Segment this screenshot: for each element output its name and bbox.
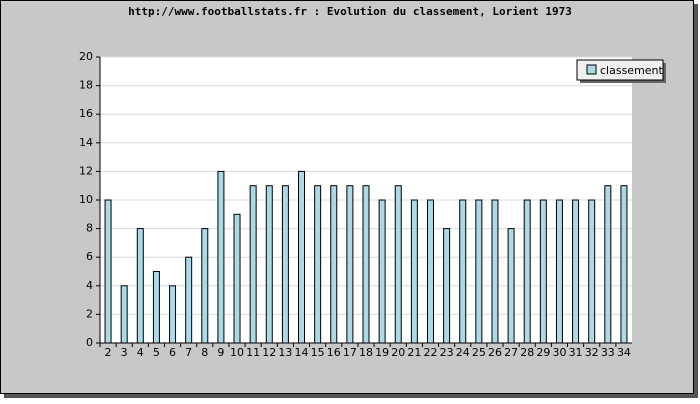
y-tick-label: 4	[86, 279, 93, 292]
y-tick-label: 2	[86, 307, 93, 320]
bar	[443, 228, 451, 344]
bar	[136, 228, 144, 344]
x-tick-label: 30	[552, 346, 566, 359]
x-tick-label: 9	[217, 346, 224, 359]
x-tick-label: 17	[343, 346, 357, 359]
legend-label: classement	[600, 64, 664, 77]
bar	[475, 199, 483, 344]
x-tick-label: 12	[262, 346, 276, 359]
bar	[523, 199, 531, 344]
x-tick-label: 20	[391, 346, 405, 359]
chart-title: http://www.footballstats.fr : Evolution …	[128, 5, 572, 18]
bar	[152, 271, 160, 344]
bar	[233, 213, 241, 344]
bar	[104, 199, 112, 344]
x-tick-label: 18	[359, 346, 373, 359]
x-tick-label: 34	[617, 346, 631, 359]
y-tick-label: 20	[79, 50, 93, 63]
x-tick-label: 19	[375, 346, 389, 359]
x-tick-label: 26	[488, 346, 502, 359]
x-tick-label: 33	[601, 346, 615, 359]
bar	[426, 199, 434, 344]
bar	[217, 170, 225, 344]
x-tick-label: 8	[201, 346, 208, 359]
bar	[394, 185, 402, 344]
bar	[120, 285, 128, 344]
x-tick-label: 2	[105, 346, 112, 359]
bar	[491, 199, 499, 344]
x-tick-label: 24	[456, 346, 470, 359]
x-tick-label: 7	[185, 346, 192, 359]
x-tick-label: 16	[327, 346, 341, 359]
y-tick-label: 8	[86, 222, 93, 235]
x-tick-label: 10	[230, 346, 244, 359]
bar	[620, 185, 628, 344]
y-tick-label: 16	[79, 107, 93, 120]
x-tick-label: 29	[536, 346, 550, 359]
y-tick-label: 18	[79, 79, 93, 92]
x-tick-label: 28	[520, 346, 534, 359]
bar	[201, 228, 209, 344]
bar	[588, 199, 596, 344]
bar	[169, 285, 177, 344]
bar	[555, 199, 563, 344]
bar	[298, 170, 306, 344]
y-tick-label: 14	[79, 136, 93, 149]
bar	[572, 199, 580, 344]
x-tick-label: 13	[278, 346, 292, 359]
bar	[185, 256, 193, 344]
x-tick-label: 3	[121, 346, 128, 359]
x-tick-label: 15	[311, 346, 325, 359]
y-tick-label: 0	[86, 336, 93, 349]
bar	[378, 199, 386, 344]
y-tick-label: 10	[79, 193, 93, 206]
x-tick-label: 32	[585, 346, 599, 359]
x-tick-label: 21	[407, 346, 421, 359]
bar	[330, 185, 338, 344]
x-tick-label: 6	[169, 346, 176, 359]
bar	[314, 185, 322, 344]
bar	[539, 199, 547, 344]
x-tick-label: 14	[295, 346, 309, 359]
x-tick-label: 5	[153, 346, 160, 359]
bar	[362, 185, 370, 344]
bar	[265, 185, 273, 344]
legend-swatch	[586, 64, 597, 75]
y-tick-label: 12	[79, 164, 93, 177]
bar	[346, 185, 354, 344]
bar	[459, 199, 467, 344]
x-tick-label: 22	[423, 346, 437, 359]
x-tick-label: 31	[569, 346, 583, 359]
x-tick-label: 11	[246, 346, 260, 359]
bar	[249, 185, 257, 344]
x-tick-label: 25	[472, 346, 486, 359]
legend-box	[576, 59, 664, 81]
x-tick-label: 27	[504, 346, 518, 359]
x-tick-label: 23	[440, 346, 454, 359]
bar	[281, 185, 289, 344]
bar	[507, 228, 515, 344]
bar	[604, 185, 612, 344]
bar	[410, 199, 418, 344]
y-tick-label: 6	[86, 250, 93, 263]
x-tick-label: 4	[137, 346, 144, 359]
